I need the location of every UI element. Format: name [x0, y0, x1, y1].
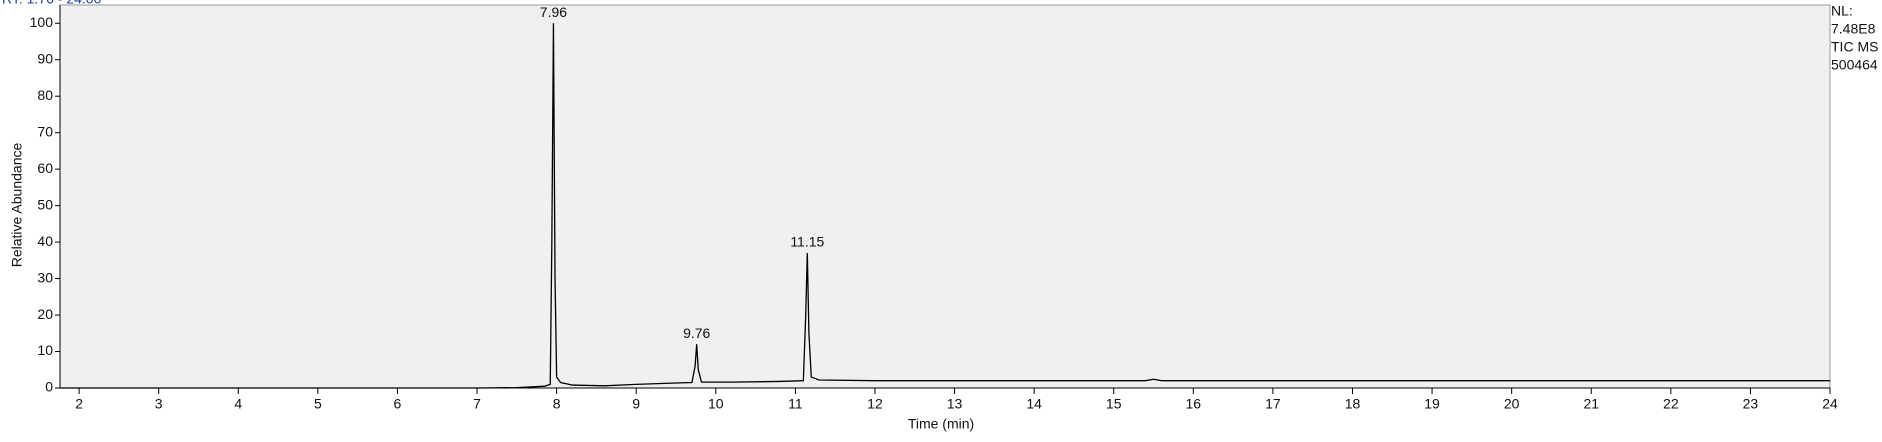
x-tick-label: 13 [947, 396, 963, 412]
x-tick-label: 6 [394, 396, 402, 412]
x-tick-label: 8 [553, 396, 561, 412]
y-axis-label: Relative Abundance [9, 143, 25, 268]
y-tick-label: 20 [37, 306, 53, 322]
y-tick-label: 30 [37, 269, 53, 285]
x-tick-label: 9 [632, 396, 640, 412]
x-tick-label: 4 [234, 396, 242, 412]
peak-label: 11.15 [790, 234, 824, 250]
x-tick-label: 11 [788, 396, 803, 412]
peak-label: 9.76 [683, 325, 710, 341]
info-text: 7.48E8 [1831, 21, 1876, 37]
x-tick-label: 23 [1743, 396, 1759, 412]
x-tick-label: 12 [867, 396, 883, 412]
x-tick-label: 14 [1026, 396, 1042, 412]
y-tick-label: 40 [37, 233, 53, 249]
y-tick-label: 80 [37, 87, 53, 103]
info-text: 500464 [1831, 57, 1878, 73]
x-tick-label: 19 [1424, 396, 1440, 412]
y-tick-label: 0 [45, 379, 53, 395]
x-tick-label: 22 [1663, 396, 1679, 412]
info-text: NL: [1831, 3, 1853, 19]
y-tick-label: 70 [37, 123, 53, 139]
x-tick-label: 16 [1186, 396, 1202, 412]
x-tick-label: 2 [75, 396, 83, 412]
y-tick-label: 10 [37, 342, 53, 358]
x-tick-label: 7 [473, 396, 481, 412]
peak-label: 7.96 [540, 4, 567, 20]
x-tick-label: 20 [1504, 396, 1520, 412]
trace-line [60, 23, 1830, 389]
x-tick-label: 17 [1265, 396, 1281, 412]
plot-area [59, 4, 1831, 389]
x-tick-label: 5 [314, 396, 322, 412]
y-tick-label: 50 [37, 196, 53, 212]
y-tick-label: 60 [37, 160, 53, 176]
x-tick-label: 10 [708, 396, 724, 412]
x-axis-label: Time (min) [908, 416, 974, 432]
x-tick-label: 3 [155, 396, 163, 412]
x-tick-label: 15 [1106, 396, 1122, 412]
x-tick-label: 24 [1822, 396, 1838, 412]
y-tick-label: 100 [30, 14, 54, 30]
info-text: TIC MS [1831, 39, 1878, 55]
header: RT: 1.76 - 24.00 [2, 0, 102, 7]
y-tick-label: 90 [37, 50, 53, 66]
x-tick-label: 21 [1583, 396, 1599, 412]
x-tick-label: 18 [1345, 396, 1361, 412]
